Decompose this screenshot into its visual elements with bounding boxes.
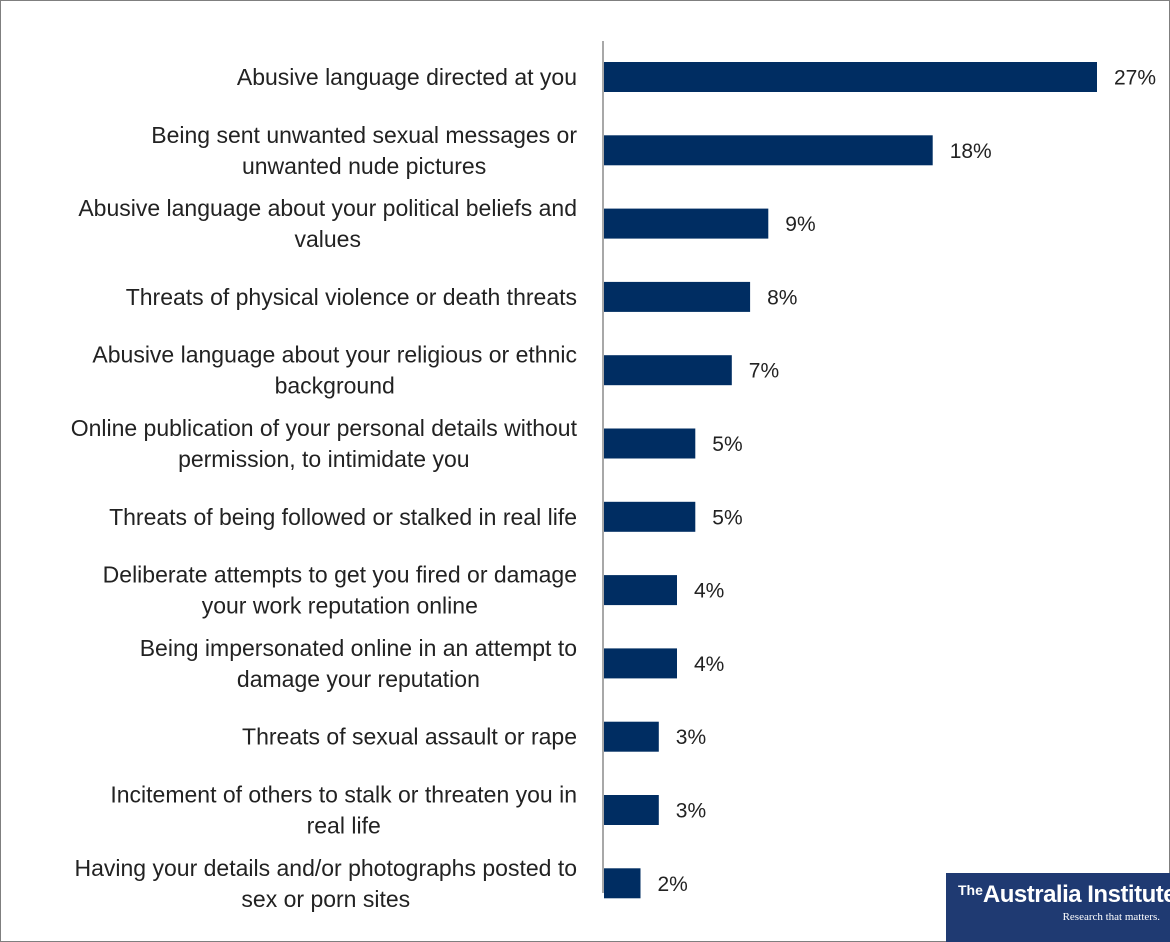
value-label-3: 9%	[785, 213, 815, 236]
bar-11	[604, 795, 659, 825]
category-label-1: Abusive language directed at you	[237, 64, 577, 90]
category-label-12-line-1: Having your details and/or photographs p…	[75, 855, 578, 881]
logo-tagline: Research that matters.	[1062, 911, 1160, 923]
category-label-9-line-1: Being impersonated online in an attempt …	[140, 635, 577, 661]
category-label-5-line-1: Abusive language about your religious or…	[92, 342, 577, 368]
category-label-5-line-2: background	[275, 373, 395, 399]
value-label-6: 5%	[712, 433, 742, 456]
category-label-2-line-2: unwanted nude pictures	[242, 153, 486, 179]
category-label-3-line-1: Abusive language about your political be…	[78, 195, 577, 221]
value-label-1: 27%	[1114, 67, 1156, 90]
bar-4	[604, 281, 751, 312]
value-label-9: 4%	[694, 653, 724, 676]
category-label-10: Threats of sexual assault or rape	[242, 724, 577, 750]
value-label-11: 3%	[676, 800, 706, 823]
bar-12	[604, 868, 641, 899]
bar-7	[604, 501, 696, 532]
category-label-8-line-1: Deliberate attempts to get you fired or …	[103, 562, 577, 588]
category-label-11-line-2: real life	[307, 813, 381, 839]
category-label-7: Threats of being followed or stalked in …	[109, 504, 577, 530]
bar-9	[604, 648, 677, 679]
value-label-12: 2%	[658, 873, 688, 896]
bar-10	[604, 721, 659, 752]
value-label-10: 3%	[676, 726, 706, 749]
category-label-11-line-1: Incitement of others to stalk or threate…	[110, 782, 577, 808]
category-label-6-line-1: Online publication of your personal deta…	[71, 415, 578, 441]
logo-prefix: The	[958, 882, 983, 898]
category-label-3-line-2: values	[294, 226, 360, 252]
value-label-8: 4%	[694, 580, 724, 603]
value-label-5: 7%	[749, 360, 779, 383]
bar-5	[604, 355, 732, 386]
bar-1	[604, 62, 1097, 92]
bar-2	[604, 135, 933, 166]
bar-3	[604, 208, 769, 239]
category-label-12-line-2: sex or porn sites	[241, 886, 410, 912]
bars-layer	[604, 62, 1097, 899]
logo-name: Australia Institute	[982, 881, 1170, 908]
category-label-9-line-2: damage your reputation	[237, 666, 480, 692]
value-label-2: 18%	[950, 140, 992, 163]
category-label-8-line-2: your work reputation online	[202, 593, 478, 619]
value-label-4: 8%	[767, 286, 797, 309]
category-label-4: Threats of physical violence or death th…	[126, 284, 577, 310]
australia-institute-logo: TheAustralia Institute Research that mat…	[946, 873, 1170, 942]
value-label-7: 5%	[712, 506, 742, 529]
bar-6	[604, 428, 696, 459]
category-label-6-line-2: permission, to intimidate you	[178, 446, 469, 472]
labels-layer: 27% Abusive language directed at you 18% Be…	[71, 64, 1156, 912]
bar-8	[604, 575, 677, 606]
category-label-2-line-1: Being sent unwanted sexual messages or	[151, 122, 577, 148]
